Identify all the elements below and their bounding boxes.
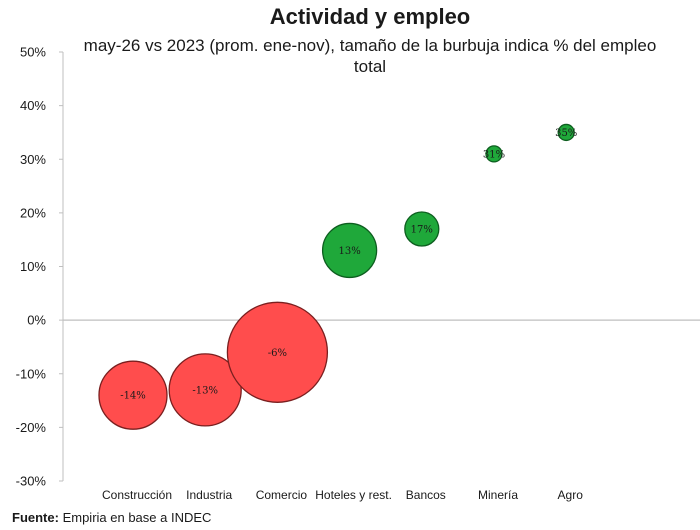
y-tick-label: 50% — [20, 45, 46, 60]
data-label: -6% — [268, 348, 287, 359]
bubble-industria — [168, 353, 242, 427]
category-label: Construcción — [102, 488, 172, 502]
data-label: 13% — [338, 246, 360, 257]
y-tick-label: 30% — [20, 152, 46, 167]
data-label: 31% — [483, 149, 505, 160]
labels: -14% Construcción -13% Industria -6% Comercio… — [102, 128, 583, 502]
source-note: Fuente: Empiria en base a INDEC — [12, 510, 211, 525]
data-label: 17% — [411, 224, 433, 235]
bubble-bancos — [404, 211, 440, 247]
y-tick-label: -30% — [16, 474, 47, 489]
y-tick-label: 0% — [27, 313, 46, 328]
category-label: Agro — [558, 488, 584, 502]
data-label: 35% — [555, 128, 577, 139]
category-label: Comercio — [256, 488, 308, 502]
category-label: Minería — [478, 488, 518, 502]
y-tick-label: -10% — [16, 366, 47, 381]
y-tick-label: -20% — [16, 420, 47, 435]
category-label: Hoteles y rest. — [315, 488, 392, 502]
bubble-construcci-n — [98, 360, 168, 430]
y-tick-label: 40% — [20, 98, 46, 113]
y-tick-label: 10% — [20, 259, 46, 274]
category-label: Bancos — [406, 488, 446, 502]
bubble-comercio — [226, 301, 329, 403]
data-label: -13% — [192, 385, 218, 396]
axes: 50% 40% 30% 20% 10% 0% -10% -20% -30% — [16, 45, 700, 489]
bubble-miner-a — [485, 145, 503, 163]
chart-title: Actividad y empleo — [269, 4, 471, 29]
bubbles — [98, 123, 575, 430]
y-tick-label: 20% — [20, 205, 46, 220]
source-text: Empiria en base a INDEC — [62, 510, 212, 525]
source-label: Fuente: — [12, 510, 59, 525]
chart-subtitle: may-26 vs 2023 (prom. ene-nov), tamaño d… — [83, 36, 657, 76]
category-label: Industria — [186, 488, 232, 502]
bubble-agro — [557, 123, 575, 142]
data-label: -14% — [120, 391, 146, 402]
bubble-hoteles-y-rest- — [321, 222, 378, 279]
